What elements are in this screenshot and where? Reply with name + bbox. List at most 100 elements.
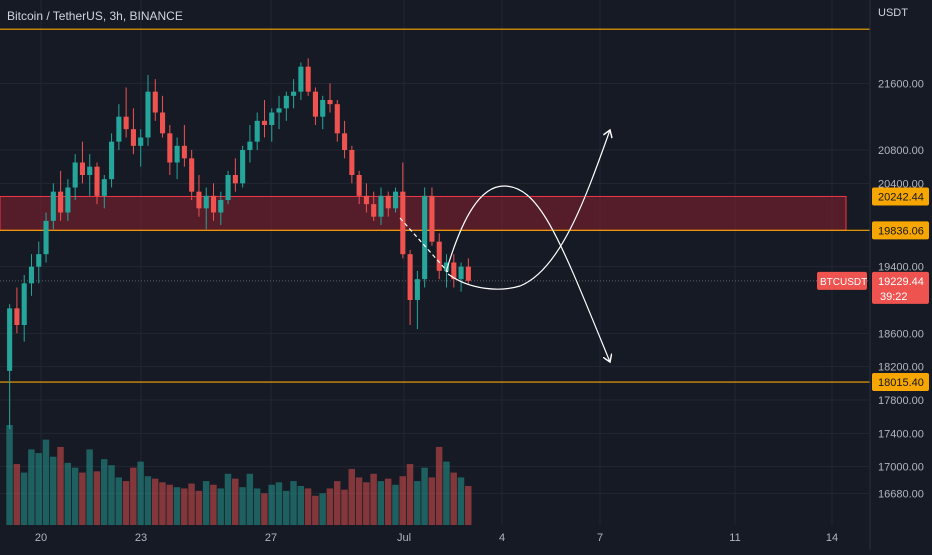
candle-body	[356, 175, 362, 196]
symbol-tag-label: BTCUSDT	[820, 277, 867, 288]
projection-drawings[interactable]	[399, 130, 610, 362]
volume-bar	[399, 476, 406, 525]
volume-bar	[20, 472, 28, 525]
price-tag-label: 19836.06	[878, 225, 924, 237]
candle-body	[334, 104, 340, 134]
candle-body	[363, 195, 369, 205]
candle-body	[254, 120, 260, 142]
volume-bar	[326, 488, 334, 525]
candle-body	[429, 195, 435, 242]
price-tick-label: 16680.00	[878, 488, 924, 500]
candle-body	[349, 150, 355, 175]
time-tick-label: 27	[265, 532, 277, 544]
candle-body	[21, 283, 27, 325]
volume-bar	[100, 459, 108, 525]
candle-body	[283, 95, 289, 109]
volume-bar	[450, 472, 457, 525]
price-tick-label: 17000.00	[878, 462, 924, 474]
price-axis[interactable]: 21600.00 20800.00 20400.00 19400.00 18600.00…	[878, 78, 924, 500]
volume-bar	[319, 493, 326, 525]
volume-bar	[268, 484, 275, 525]
price-tag-box	[872, 221, 929, 240]
candle-body	[276, 108, 282, 113]
candle-body	[407, 254, 413, 300]
candle-body	[167, 133, 173, 163]
volume-bar	[173, 487, 181, 525]
price-tags: 20242.44 19836.06 18015.40 BTCUSDT 19229.44 3…	[817, 187, 929, 392]
candle-body	[7, 308, 13, 371]
pullback-line	[399, 217, 449, 273]
last-price-label: 19229.44	[878, 276, 924, 288]
price-tick-label: 17400.00	[878, 428, 924, 440]
time-tick-label: 11	[729, 532, 740, 544]
candle-body	[203, 195, 209, 209]
candle-body	[422, 195, 428, 280]
bearish-projection-arrow	[445, 185, 610, 362]
volume-bar	[465, 485, 472, 525]
volume-bar	[428, 477, 436, 525]
candle-body	[138, 137, 144, 146]
candle-body	[291, 91, 297, 96]
volume-bar	[232, 478, 239, 525]
volume-bars	[6, 425, 472, 525]
price-tick-label: 18200.00	[878, 362, 924, 374]
candle-body	[451, 262, 457, 280]
volume-bar	[341, 489, 348, 525]
volume-bar	[202, 481, 210, 525]
candle-body	[87, 166, 93, 175]
volume-bar	[297, 485, 305, 525]
candle-body	[400, 191, 406, 255]
volume-bar	[93, 471, 101, 525]
volume-bar	[304, 488, 312, 525]
candle-body	[72, 162, 78, 188]
volume-bar	[108, 465, 115, 525]
volume-bar	[42, 439, 50, 525]
candle-body	[174, 145, 180, 163]
volume-bar	[115, 477, 122, 525]
price-tick-label: 20800.00	[878, 145, 924, 157]
candle-body	[261, 120, 268, 125]
candle-body	[342, 133, 348, 150]
volume-bar	[86, 449, 93, 525]
time-tick-label: 4	[499, 532, 505, 544]
volume-bar	[71, 467, 79, 525]
candle-body	[159, 112, 166, 134]
candle-body	[65, 187, 71, 213]
candle-body	[443, 262, 450, 271]
time-axis[interactable]: 20 23 27 Jul 4 7 11 14	[35, 532, 838, 544]
candle-body	[458, 266, 464, 280]
price-tag-box	[872, 373, 929, 392]
volume-bar	[246, 473, 254, 525]
candle-body	[232, 175, 238, 184]
candlesticks	[7, 58, 471, 430]
volume-bar	[290, 481, 297, 525]
volume-bar	[239, 487, 246, 525]
symbol-title: Bitcoin / TetherUS, 3h, BINANCE	[7, 9, 183, 23]
price-tick-label: 17800.00	[878, 395, 924, 407]
price-tag-box	[872, 187, 929, 206]
candle-body	[109, 141, 115, 180]
candle-body	[247, 141, 253, 150]
candle-body	[312, 91, 319, 117]
candle-body	[305, 66, 311, 92]
candle-body	[50, 191, 56, 221]
resistance-zone	[0, 195, 870, 231]
volume-bar	[282, 490, 290, 525]
volume-bar	[348, 468, 355, 525]
horizontal-levels	[0, 28, 870, 383]
volume-bar	[181, 488, 188, 525]
candle-body	[378, 195, 384, 217]
currency-label: USDT	[878, 7, 908, 19]
volume-bar	[195, 490, 203, 525]
volume-bar	[6, 425, 13, 525]
volume-bar	[57, 446, 64, 525]
volume-bar	[130, 467, 137, 525]
last-price-tag-box	[872, 271, 929, 304]
candle-body	[28, 266, 35, 284]
volume-bar	[122, 481, 130, 525]
candle-body	[79, 162, 86, 175]
volume-bar	[392, 484, 399, 525]
candle-body	[123, 116, 129, 130]
